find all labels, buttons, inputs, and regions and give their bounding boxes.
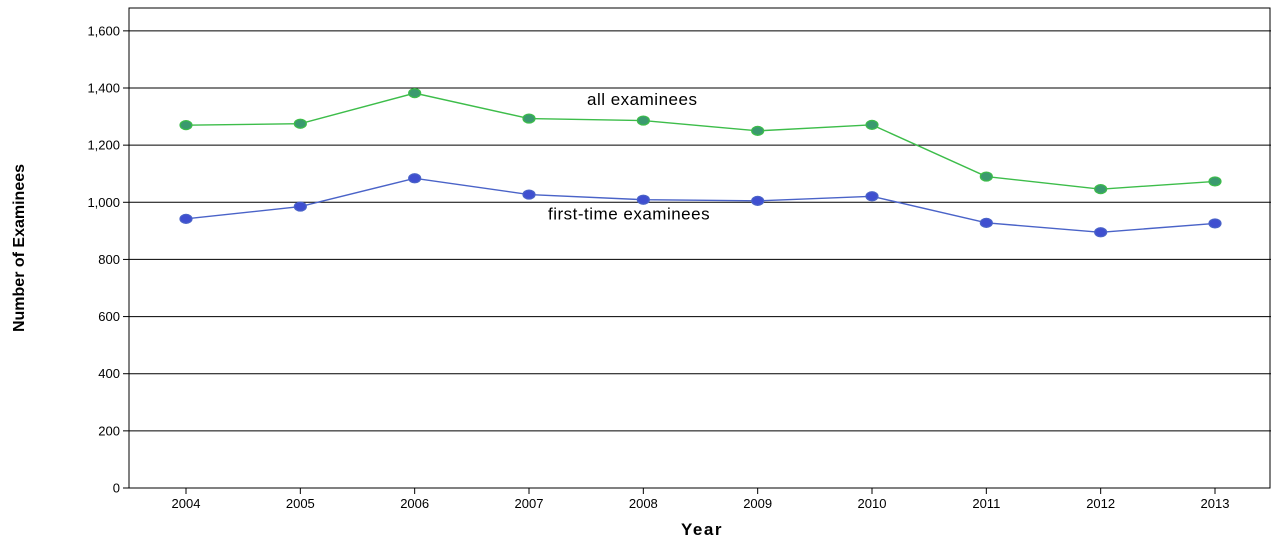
y-tick-label: 800 bbox=[98, 252, 120, 267]
data-point bbox=[636, 194, 650, 205]
data-point bbox=[636, 115, 650, 126]
data-point bbox=[979, 171, 993, 182]
data-point bbox=[522, 189, 536, 200]
y-tick-label: 1,600 bbox=[87, 23, 120, 38]
data-point bbox=[751, 125, 765, 136]
y-tick-label: 400 bbox=[98, 366, 120, 381]
series-line-1 bbox=[185, 177, 1216, 233]
data-point bbox=[865, 119, 879, 130]
data-point bbox=[1094, 227, 1108, 238]
x-tick-label: 2012 bbox=[1086, 496, 1115, 511]
y-tick-label: 0 bbox=[113, 481, 120, 496]
x-tick-label: 2011 bbox=[972, 496, 1000, 511]
series-label-all-examinees: all examinees bbox=[587, 90, 697, 109]
y-tick-label: 600 bbox=[98, 309, 120, 324]
x-tick-label: 2008 bbox=[629, 496, 658, 511]
x-tick-label: 2009 bbox=[743, 496, 772, 511]
x-tick-label: 2007 bbox=[515, 496, 544, 511]
data-point bbox=[408, 88, 422, 99]
series-label-first-time-examinees: first-time examinees bbox=[548, 204, 710, 223]
x-tick-label: 2004 bbox=[172, 496, 201, 511]
data-point bbox=[179, 213, 193, 224]
data-point bbox=[751, 195, 765, 206]
data-point bbox=[293, 201, 307, 212]
data-point bbox=[179, 120, 193, 131]
y-axis-title: Number of Examinees bbox=[11, 164, 28, 332]
data-point bbox=[1208, 176, 1222, 187]
data-point bbox=[1208, 218, 1222, 229]
series-group bbox=[179, 88, 1222, 238]
series-line-0 bbox=[185, 92, 1216, 190]
data-point bbox=[293, 118, 307, 129]
y-tick-label: 1,000 bbox=[87, 195, 120, 210]
data-point bbox=[865, 191, 879, 202]
y-axis: 0 200 400 600 800 1,000 1,200 1,400 1,600 bbox=[87, 23, 129, 496]
series-labels: all examinees first-time examinees bbox=[548, 90, 710, 223]
y-tick-label: 1,400 bbox=[87, 81, 120, 96]
plot-area bbox=[128, 7, 1271, 489]
x-tick-label: 2013 bbox=[1201, 496, 1230, 511]
data-point bbox=[1094, 184, 1108, 195]
y-tick-label: 1,200 bbox=[87, 138, 120, 153]
x-axis-title: Year bbox=[681, 520, 723, 539]
data-point bbox=[408, 173, 422, 184]
x-tick-label: 2006 bbox=[400, 496, 429, 511]
data-point bbox=[979, 217, 993, 228]
data-point bbox=[522, 113, 536, 124]
x-axis: 2004 2005 2006 2007 2008 2009 2010 2011 2012 2013 bbox=[172, 488, 1230, 511]
x-tick-label: 2005 bbox=[286, 496, 315, 511]
x-tick-label: 2010 bbox=[858, 496, 887, 511]
y-tick-label: 200 bbox=[98, 423, 120, 438]
